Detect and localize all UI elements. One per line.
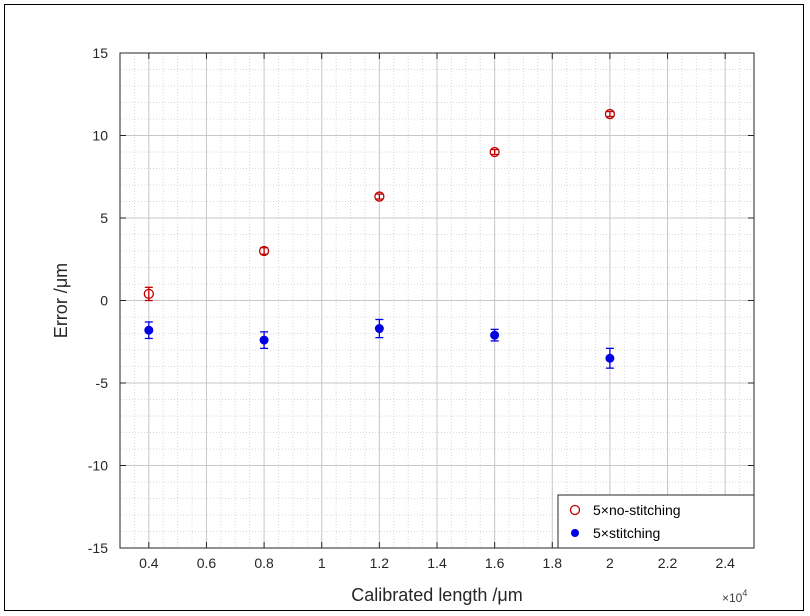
x-axis-multiplier: ×104: [722, 588, 747, 605]
x-tick-label: 2.2: [658, 555, 678, 571]
x-tick-label: 2.4: [715, 555, 735, 571]
y-axis-label: Error /μm: [51, 263, 71, 338]
series-no-stitching: [143, 108, 616, 302]
legend-label-stitching: 5×stitching: [593, 525, 660, 541]
x-tick-label: 2: [606, 555, 614, 571]
x-tick-label: 1: [318, 555, 326, 571]
x-multiplier-base: ×10: [722, 591, 743, 605]
data-point: [489, 146, 500, 158]
data-point: [374, 191, 385, 202]
y-tick-label: 0: [100, 293, 108, 309]
series-layer: [143, 108, 616, 369]
legend-box: [557, 494, 755, 549]
data-point: [258, 245, 270, 257]
x-tick-label: 0.8: [254, 555, 274, 571]
y-tick-label: -15: [88, 540, 108, 556]
x-tick-label: 1.6: [485, 555, 505, 571]
y-tick-label: 10: [92, 128, 108, 144]
y-tick-label: 15: [92, 45, 108, 61]
x-tick-label: 0.6: [197, 555, 217, 571]
axis-ticks: 0.4 0.6 0.8 1 1.2 1.4 1.6 1.8 2 2.2 2.4 -15 -10 -5 0 5 1…: [88, 45, 754, 571]
x-tick-label: 0.4: [139, 555, 159, 571]
data-point: [143, 288, 154, 300]
x-multiplier-exponent: 4: [742, 588, 747, 598]
data-point: [604, 108, 616, 120]
data-point: [490, 330, 500, 340]
legend: 5×no-stitching 5×stitching: [557, 494, 755, 549]
y-tick-label: -5: [96, 375, 109, 391]
data-point: [144, 325, 154, 335]
y-tick-label: 5: [100, 210, 108, 226]
series-stitching: [144, 318, 615, 369]
data-point: [259, 335, 269, 345]
data-point: [374, 324, 384, 334]
legend-label-no-stitching: 5×no-stitching: [593, 502, 681, 518]
legend-marker-no-stitching: [569, 504, 581, 516]
x-axis-label: Calibrated length /μm: [351, 585, 522, 605]
data-point: [605, 353, 615, 363]
y-tick-label: -10: [88, 458, 108, 474]
x-tick-label: 1.4: [427, 555, 447, 571]
x-tick-label: 1.2: [370, 555, 390, 571]
x-tick-label: 1.8: [543, 555, 563, 571]
legend-marker-stitching: [571, 529, 579, 537]
